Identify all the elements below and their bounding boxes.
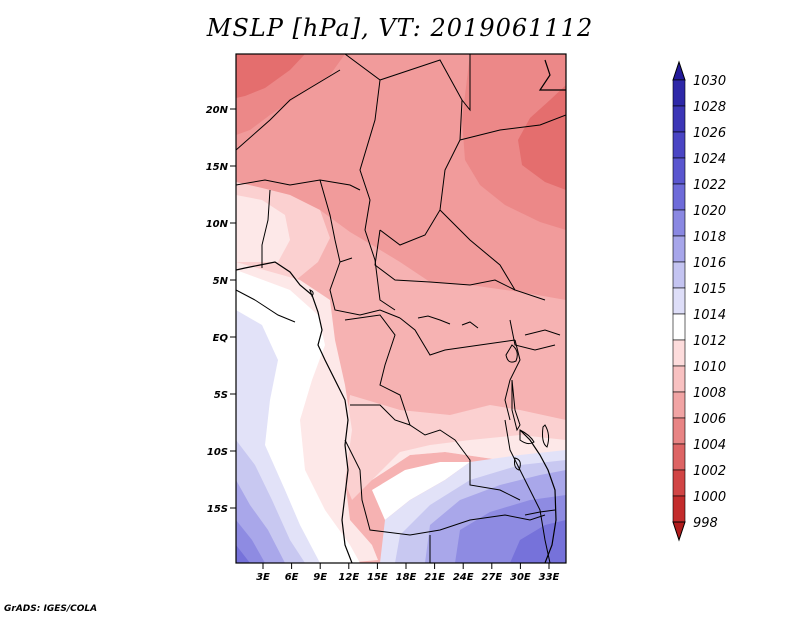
colorbar-label: 1016 — [693, 256, 726, 271]
lon-label: 18E — [396, 572, 417, 583]
colorbar-segment — [672, 417, 686, 445]
colorbar-segment — [672, 391, 686, 419]
colorbar-label: 1010 — [693, 360, 726, 375]
pressure-fill-1014 — [236, 195, 566, 563]
colorbar-segment — [672, 183, 686, 211]
lat-label: 5N — [213, 276, 229, 287]
lon-label: 24E — [453, 572, 474, 583]
colorbar-label: 1026 — [693, 126, 726, 141]
lat-label: 15N — [206, 162, 229, 173]
colorbar-label: 1015 — [693, 282, 726, 297]
pressure-fill-1012 — [236, 182, 566, 500]
colorbar-label: 1024 — [693, 152, 726, 167]
pressure-fill-1006 — [462, 54, 566, 230]
lakes — [309, 289, 556, 516]
lat-label: 10N — [206, 219, 229, 230]
colorbar-segment — [672, 287, 686, 315]
colorbar-segment — [672, 209, 686, 237]
colorbar-label: 1030 — [693, 74, 726, 89]
colorbar-segment — [672, 235, 686, 263]
lat-label: EQ — [213, 333, 229, 344]
lon-label: 27E — [481, 572, 502, 583]
pressure-fill-1015 — [236, 270, 470, 563]
pressure-fill-1004 — [236, 54, 305, 98]
colorbar-segment — [672, 495, 686, 523]
colorbar-label: 1004 — [693, 438, 726, 453]
lon-label: 30E — [510, 572, 531, 583]
colorbar-segment — [672, 157, 686, 185]
lon-label: 6E — [285, 572, 299, 583]
colorbar-segment — [672, 469, 686, 497]
latitude-axis: 20N 15N 10N 5N EQ 5S 10S 15S — [206, 105, 236, 515]
colorbar-segment — [672, 339, 686, 367]
pressure-fill-1022 — [236, 495, 566, 563]
colorbar: 1030 1028 1026 1024 1022 1020 1018 1016 1015 1014… — [672, 60, 726, 542]
colorbar-label: 1014 — [693, 308, 726, 323]
colorbar-top-arrow — [672, 60, 686, 81]
colorbar-bottom-arrow — [672, 521, 686, 542]
lat-label: 10S — [207, 447, 228, 458]
country-borders — [236, 54, 566, 563]
colorbar-segment — [672, 131, 686, 159]
colorbar-label: 1000 — [693, 490, 726, 505]
lon-label: 3E — [256, 572, 270, 583]
colorbar-segment — [672, 313, 686, 341]
lon-label: 12E — [338, 572, 359, 583]
colorbar-segment — [672, 105, 686, 133]
lat-label: 20N — [206, 105, 229, 116]
colorbar-label: 998 — [693, 516, 718, 531]
colorbar-segment — [672, 443, 686, 471]
lon-label: 21E — [424, 572, 445, 583]
colorbar-label: 1012 — [693, 334, 726, 349]
longitude-axis: 3E 6E 9E 12E 15E 18E 21E 24E 27E 30E 33E — [256, 563, 560, 583]
grads-credit: GrADS: IGES/COLA — [4, 604, 98, 614]
colorbar-segment — [672, 365, 686, 393]
lat-label: 5S — [214, 390, 228, 401]
map-title: MSLP [hPa], VT: 2019061112 — [206, 14, 594, 42]
colorbar-segment — [672, 79, 686, 107]
lon-label: 9E — [313, 572, 327, 583]
lat-label: 15S — [207, 504, 228, 515]
lon-label: 15E — [367, 572, 388, 583]
coastline — [236, 59, 566, 563]
pressure-field — [236, 54, 566, 563]
colorbar-label: 1022 — [693, 178, 726, 193]
pressure-fill-1004 — [518, 85, 566, 190]
colorbar-label: 1002 — [693, 464, 726, 479]
pressure-fill-1024 — [236, 520, 566, 563]
colorbar-label: 1020 — [693, 204, 726, 219]
colorbar-label: 1018 — [693, 230, 726, 245]
colorbar-segment — [672, 261, 686, 289]
map-frame — [235, 53, 567, 564]
colorbar-label: 1028 — [693, 100, 726, 115]
colorbar-label: 1008 — [693, 386, 726, 401]
colorbar-label: 1006 — [693, 412, 726, 427]
lon-label: 33E — [539, 572, 560, 583]
